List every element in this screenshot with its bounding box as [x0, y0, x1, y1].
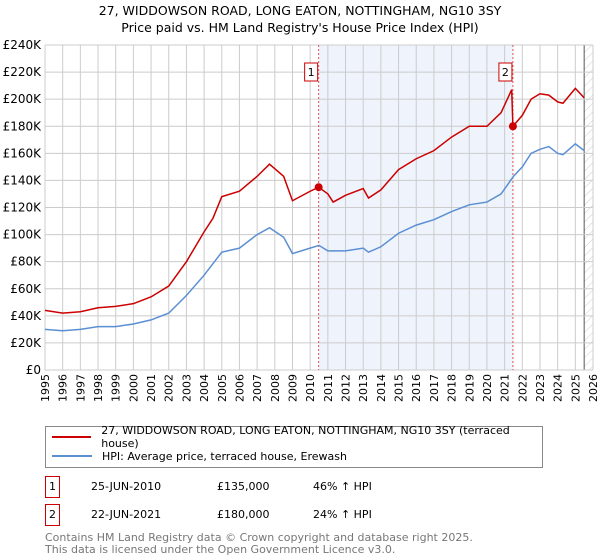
y-tick-label: £0 — [26, 363, 41, 377]
sale-row: 1 25-JUN-2010 £135,000 46% ↑ HPI — [45, 476, 545, 498]
x-tick-label: 2019 — [463, 374, 476, 402]
x-tick-label: 2024 — [552, 374, 565, 402]
sale-label: 1 — [308, 66, 315, 79]
x-tick-label: 2015 — [393, 374, 406, 402]
x-tick-label: 1998 — [92, 374, 105, 402]
x-tick-label: 2010 — [304, 374, 317, 402]
x-tick-label: 2017 — [428, 374, 441, 402]
x-tick-label: 1997 — [74, 374, 87, 402]
y-tick-label: £240K — [3, 38, 43, 52]
x-tick-label: 2012 — [340, 374, 353, 402]
sale-badge: 1 — [45, 476, 60, 498]
legend-label: HPI: Average price, terraced house, Erew… — [102, 449, 347, 463]
legend-swatch-red — [52, 436, 92, 438]
sale-badge: 2 — [45, 504, 60, 526]
x-tick-label: 2001 — [145, 374, 158, 402]
sale-hpi: 24% ↑ HPI — [313, 508, 372, 521]
legend: 27, WIDDOWSON ROAD, LONG EATON, NOTTINGH… — [45, 424, 543, 468]
x-tick-label: 2011 — [322, 374, 335, 402]
x-tick-label: 1996 — [57, 374, 70, 402]
sale-hpi: 46% ↑ HPI — [313, 480, 372, 493]
sale-date: 22-JUN-2021 — [91, 508, 162, 521]
y-tick-label: £20K — [10, 336, 42, 350]
series-line — [44, 87, 585, 314]
sale-date: 25-JUN-2010 — [91, 480, 162, 493]
sale-label-box — [304, 62, 319, 82]
y-tick-label: £100K — [3, 228, 43, 242]
legend-item-hpi: HPI: Average price, terraced house, Erew… — [52, 447, 347, 465]
legend-item-property: 27, WIDDOWSON ROAD, LONG EATON, NOTTINGH… — [52, 424, 542, 450]
x-tick-label: 2007 — [251, 374, 264, 402]
x-tick-label: 2018 — [446, 374, 459, 402]
x-tick-label: 2021 — [499, 374, 512, 402]
x-tick-label: 1999 — [110, 374, 123, 402]
x-tick-label: 2000 — [127, 374, 140, 402]
x-tick-label: 2025 — [569, 374, 582, 402]
x-tick-label: 2006 — [233, 374, 246, 402]
y-tick-label: £220K — [3, 65, 43, 79]
y-tick-label: £80K — [10, 255, 42, 269]
y-tick-label: £120K — [3, 201, 43, 215]
footer-copyright: Contains HM Land Registry data © Crown c… — [45, 531, 473, 544]
x-tick-label: 2016 — [410, 374, 423, 402]
sale-row: 2 22-JUN-2021 £180,000 24% ↑ HPI — [45, 504, 545, 526]
y-tick-label: £180K — [3, 119, 43, 133]
y-tick-label: £200K — [3, 92, 43, 106]
footer: Contains HM Land Registry data © Crown c… — [45, 532, 473, 556]
sale-label: 2 — [502, 66, 509, 79]
x-tick-label: 2020 — [481, 374, 494, 402]
x-tick-label: 2014 — [375, 374, 388, 402]
y-tick-label: £40K — [10, 309, 42, 323]
chart: £0 £20K £40K £60K £80K £100K £120K £140K £160K £1… — [3, 38, 600, 402]
x-tick-label: 2005 — [216, 374, 229, 402]
x-tick-label: 2009 — [286, 374, 299, 402]
sale-point — [314, 183, 323, 192]
x-tick-label: 2003 — [180, 374, 193, 402]
series-line — [44, 142, 585, 332]
y-tick-label: £60K — [10, 282, 42, 296]
x-tick-label: 2022 — [516, 374, 529, 402]
x-tick-label: 2002 — [163, 374, 176, 402]
x-tick-label: 2004 — [198, 374, 211, 402]
x-tick-label: 1995 — [39, 374, 52, 402]
x-tick-label: 2023 — [534, 374, 547, 402]
chart-title: 27, WIDDOWSON ROAD, LONG EATON, NOTTINGH… — [98, 3, 502, 18]
legend-swatch-blue — [52, 455, 92, 457]
x-tick-label: 2008 — [269, 374, 282, 402]
y-tick-label: £160K — [3, 146, 43, 160]
sale-label-box — [498, 62, 513, 82]
x-tick-label: 2013 — [357, 374, 370, 402]
sale-price: £180,000 — [217, 508, 270, 521]
chart-subtitle: Price paid vs. HM Land Registry's House … — [121, 20, 479, 35]
x-tick-label: 2026 — [587, 374, 600, 402]
y-tick-label: £140K — [3, 173, 43, 187]
sale-price: £135,000 — [217, 480, 270, 493]
legend-label: 27, WIDDOWSON ROAD, LONG EATON, NOTTINGH… — [101, 424, 510, 450]
footer-licence: This data is licensed under the Open Gov… — [45, 543, 396, 556]
sale-point — [508, 122, 517, 131]
